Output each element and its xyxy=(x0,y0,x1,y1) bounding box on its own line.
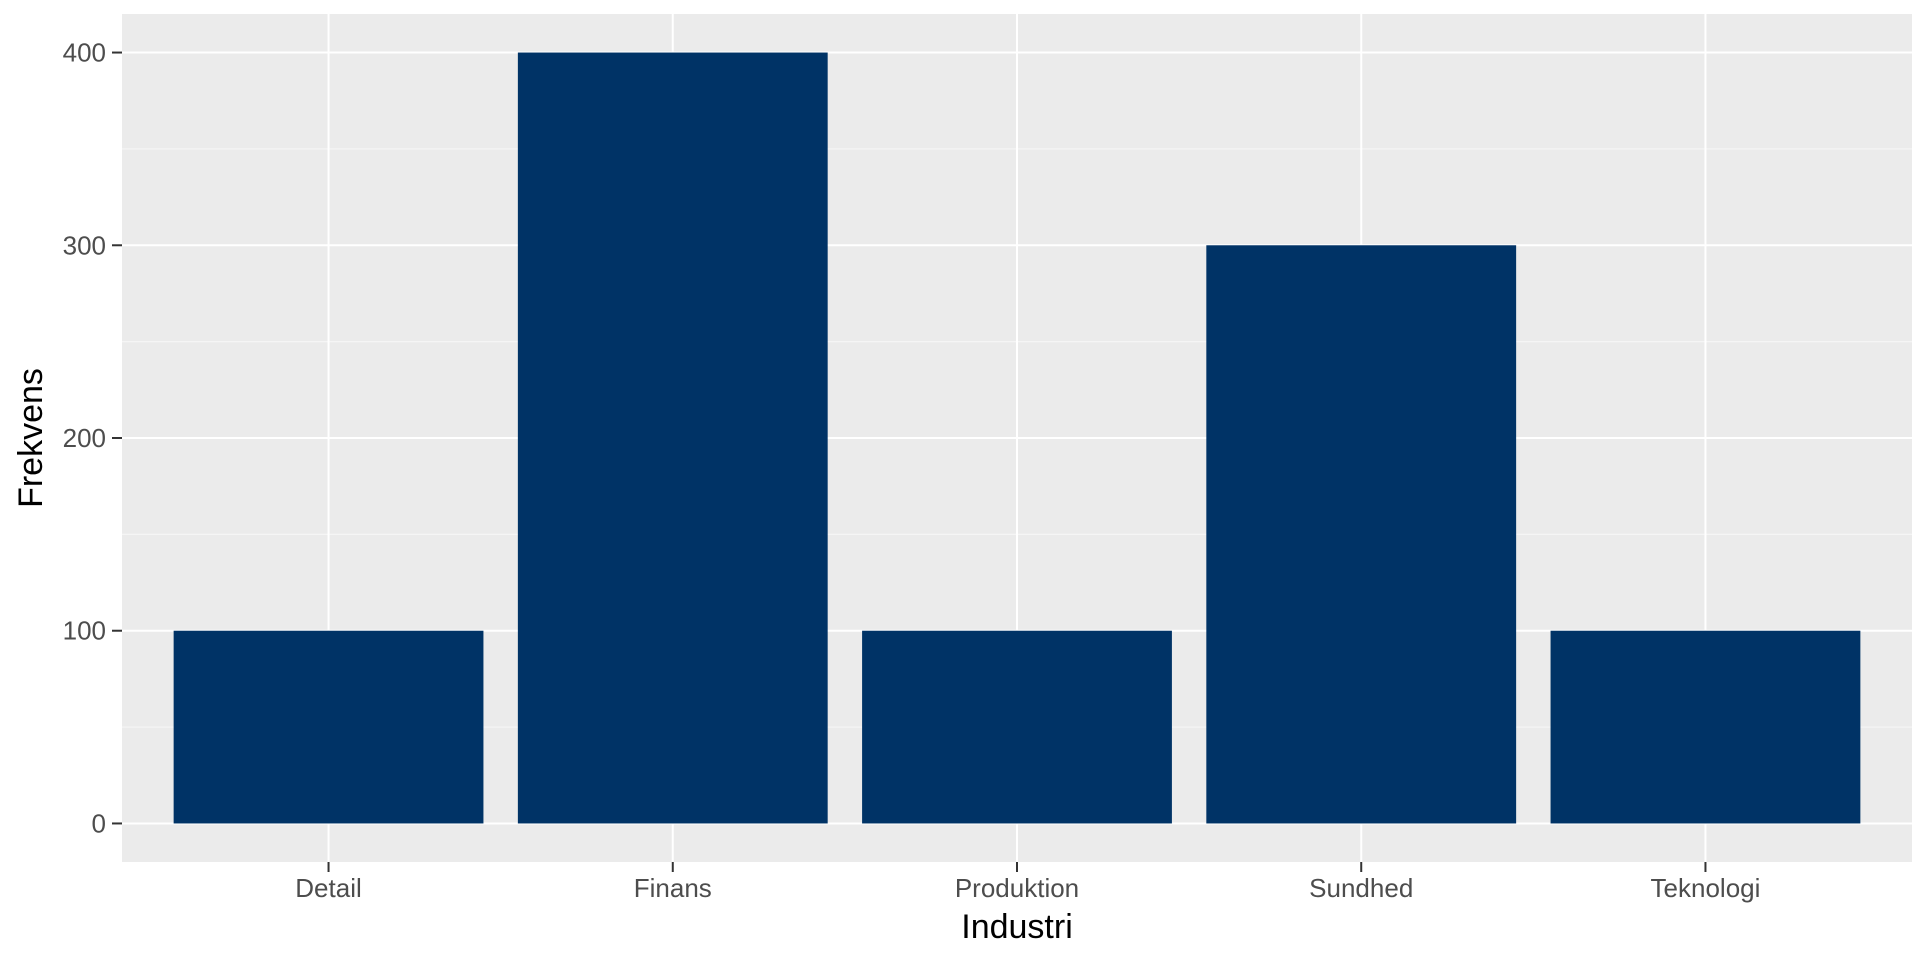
bar-produktion xyxy=(862,630,1172,824)
x-tick-label: Finans xyxy=(634,873,712,903)
y-tick-label: 300 xyxy=(63,230,106,260)
x-tick-label: Sundhed xyxy=(1309,873,1413,903)
bars xyxy=(173,52,1861,824)
x-tick-label: Teknologi xyxy=(1651,873,1761,903)
y-tick-label: 100 xyxy=(63,616,106,646)
x-tick-label: Detail xyxy=(295,873,361,903)
bar-teknologi xyxy=(1550,630,1861,824)
bar-detail xyxy=(173,630,484,824)
y-tick-label: 200 xyxy=(63,423,106,453)
x-tick-label: Produktion xyxy=(955,873,1079,903)
bar-sundhed xyxy=(1206,245,1517,824)
y-axis: 0 100 200 300 400 xyxy=(63,38,122,838)
bar-finans xyxy=(517,52,828,824)
y-tick-label: 0 xyxy=(92,808,106,838)
y-tick-label: 400 xyxy=(63,38,106,68)
x-axis: Detail Finans Produktion Sundhed Teknologi xyxy=(295,862,1760,903)
y-axis-title: Frekvens xyxy=(12,368,50,508)
x-axis-title: Industri xyxy=(961,908,1073,946)
